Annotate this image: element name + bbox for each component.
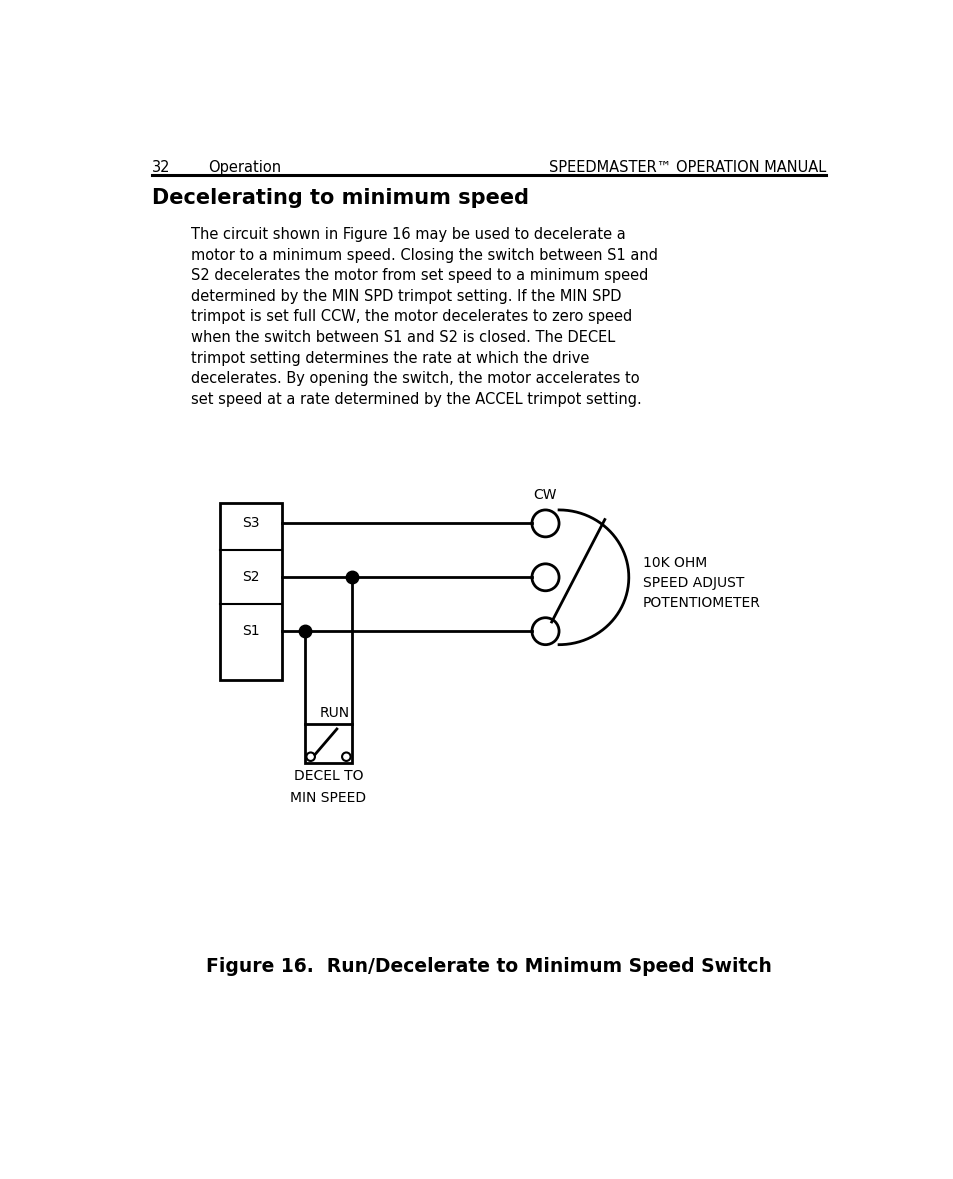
- Text: MIN SPEED: MIN SPEED: [290, 791, 366, 804]
- Text: S2: S2: [242, 571, 259, 585]
- Text: decelerates. By opening the switch, the motor accelerates to: decelerates. By opening the switch, the …: [191, 371, 639, 387]
- Bar: [220, 502, 282, 680]
- Text: DECEL TO: DECEL TO: [294, 769, 363, 783]
- Text: trimpot setting determines the rate at which the drive: trimpot setting determines the rate at w…: [191, 351, 588, 365]
- Text: set speed at a rate determined by the ACCEL trimpot setting.: set speed at a rate determined by the AC…: [191, 393, 640, 407]
- Text: Figure 16.  Run/Decelerate to Minimum Speed Switch: Figure 16. Run/Decelerate to Minimum Spe…: [206, 956, 771, 976]
- Text: Decelerating to minimum speed: Decelerating to minimum speed: [152, 189, 528, 209]
- Text: Operation: Operation: [208, 160, 281, 174]
- Text: determined by the MIN SPD trimpot setting. If the MIN SPD: determined by the MIN SPD trimpot settin…: [191, 289, 620, 304]
- Text: The circuit shown in Figure 16 may be used to decelerate a: The circuit shown in Figure 16 may be us…: [191, 226, 624, 242]
- Text: CW: CW: [533, 488, 557, 502]
- Text: when the switch between S1 and S2 is closed. The DECEL: when the switch between S1 and S2 is clo…: [191, 330, 614, 345]
- Text: POTENTIOMETER: POTENTIOMETER: [642, 595, 760, 610]
- Text: motor to a minimum speed. Closing the switch between S1 and: motor to a minimum speed. Closing the sw…: [191, 248, 657, 263]
- Text: trimpot is set full CCW, the motor decelerates to zero speed: trimpot is set full CCW, the motor decel…: [191, 310, 631, 324]
- Text: 10K OHM: 10K OHM: [642, 556, 706, 571]
- Text: S2 decelerates the motor from set speed to a minimum speed: S2 decelerates the motor from set speed …: [191, 268, 647, 283]
- Bar: [305, 724, 352, 763]
- Text: S3: S3: [242, 516, 259, 531]
- Text: SPEEDMASTER™ OPERATION MANUAL: SPEEDMASTER™ OPERATION MANUAL: [548, 160, 825, 174]
- Text: S1: S1: [242, 624, 259, 638]
- Text: RUN: RUN: [319, 706, 350, 719]
- Text: SPEED ADJUST: SPEED ADJUST: [642, 575, 743, 590]
- Text: 32: 32: [152, 160, 171, 174]
